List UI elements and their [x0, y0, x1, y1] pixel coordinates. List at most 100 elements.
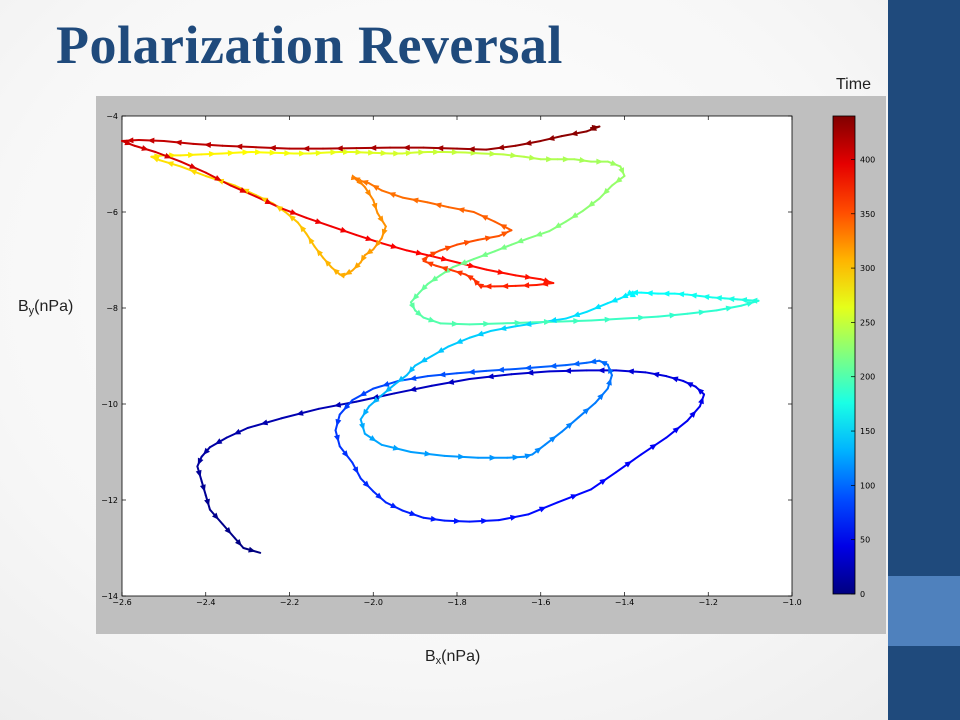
- trajectory-arrow: [610, 296, 618, 303]
- trajectory-arrow: [546, 156, 554, 163]
- trajectory-arrow: [204, 498, 210, 507]
- trajectory-arrow: [299, 224, 307, 233]
- trajectory-arrow: [570, 494, 578, 500]
- trajectory-arrow: [420, 356, 428, 363]
- colorbar-tick-label: 0: [860, 590, 865, 599]
- x-axis-label: Bx(nPa): [425, 648, 481, 667]
- x-tick-label: −1.2: [699, 598, 718, 607]
- trajectory-arrow: [486, 373, 494, 380]
- trajectory-arrow: [141, 145, 149, 151]
- trajectory-arrow: [554, 222, 562, 229]
- trajectory-arrow: [269, 149, 277, 156]
- trajectory-arrow: [499, 224, 508, 230]
- trajectory-arrow: [239, 187, 248, 193]
- trajectory-arrow: [264, 198, 273, 205]
- y-tick-label: −10: [101, 400, 118, 409]
- trajectory-arrow: [314, 218, 323, 224]
- colorbar-tick-label: 300: [860, 264, 875, 273]
- trajectory-arrow: [696, 387, 705, 395]
- trajectory-arrow: [199, 484, 206, 492]
- trajectory-arrow: [725, 305, 734, 312]
- trajectory-arrow: [316, 248, 324, 257]
- trajectory-arrow: [361, 179, 369, 186]
- trajectory-arrow: [430, 275, 439, 282]
- trajectory-arrow: [189, 169, 198, 176]
- trajectory-arrow: [579, 157, 587, 163]
- trajectory-arrow: [409, 375, 417, 382]
- trajectory-arrow: [371, 202, 378, 211]
- trajectory-arrow: [626, 368, 634, 375]
- trajectory-arrow: [599, 361, 608, 367]
- trajectory-arrow: [375, 492, 383, 500]
- trajectory-arrow: [670, 376, 679, 383]
- trajectory-arrow: [651, 371, 660, 378]
- trajectory-arrow: [260, 197, 269, 204]
- trajectory-arrow: [324, 259, 332, 267]
- trajectory-arrow: [618, 167, 625, 175]
- trajectory-arrow: [672, 426, 680, 434]
- plot-area: [121, 115, 793, 597]
- trajectory-arrow: [164, 152, 172, 159]
- trajectory-arrow: [124, 139, 133, 146]
- trajectory-arrow: [408, 366, 416, 374]
- trajectory-arrow: [549, 362, 557, 369]
- trajectory-arrow: [497, 144, 505, 151]
- colorbar-tick-label: 250: [860, 318, 875, 327]
- trajectory-arrow: [480, 251, 489, 257]
- trajectory-arrow: [524, 320, 532, 327]
- trajectory-arrow: [365, 235, 373, 242]
- trajectory-arrow: [187, 152, 196, 159]
- trajectory-arrow: [174, 139, 182, 146]
- trajectory-arrow: [421, 255, 429, 263]
- colorbar-tick-label: 400: [860, 155, 875, 164]
- trajectory-arrow: [563, 367, 572, 374]
- trajectory-arrow: [496, 366, 505, 373]
- trajectory-arrow: [689, 292, 697, 299]
- trajectory-arrow: [409, 510, 417, 517]
- trajectory-arrow: [591, 124, 600, 131]
- trajectory-arrow: [463, 239, 472, 246]
- y-tick-label: −4: [106, 112, 118, 121]
- trajectory-arrow: [333, 401, 342, 408]
- trajectory-arrow: [570, 130, 578, 137]
- trajectory-arrow: [390, 243, 399, 249]
- trajectory-arrow: [364, 189, 372, 197]
- trajectory-arrow: [476, 283, 485, 290]
- trajectory-arrow: [446, 378, 455, 385]
- trajectory-arrow: [242, 149, 250, 156]
- trajectory-arrow: [260, 419, 269, 426]
- trajectory-arrow: [405, 150, 413, 157]
- y-tick-label: −12: [101, 496, 118, 505]
- trajectory-arrow: [572, 311, 581, 318]
- trajectory-arrow: [418, 149, 426, 156]
- trajectory-arrow: [689, 410, 697, 418]
- x-tick-label: −2.0: [364, 598, 383, 607]
- trajectory-arrow: [522, 282, 530, 289]
- trajectory-arrow: [211, 512, 219, 520]
- trajectory-arrow: [214, 175, 222, 181]
- trajectory-arrow: [499, 244, 507, 250]
- trajectory-arrow: [467, 146, 475, 153]
- trajectory-arrow: [543, 277, 551, 284]
- trajectory-arrow: [426, 261, 434, 268]
- trajectory-arrow: [457, 207, 465, 214]
- trajectory-arrow: [645, 290, 653, 297]
- trajectory-arrow: [371, 184, 380, 191]
- trajectory-arrow: [499, 325, 507, 332]
- x-tick-label: −2.6: [112, 598, 131, 607]
- trajectory-arrow: [408, 302, 415, 310]
- trajectory-arrow: [489, 150, 497, 157]
- trajectory-arrow: [392, 444, 401, 451]
- trajectory-arrow: [468, 262, 476, 269]
- colorbar-tick-label: 200: [860, 373, 875, 382]
- trajectory-arrow: [299, 150, 307, 157]
- trajectory-arrow: [433, 149, 441, 155]
- trajectory-arrow: [480, 215, 489, 221]
- trajectory-arrow: [638, 314, 646, 321]
- trajectory-arrow: [302, 145, 310, 152]
- trajectory-arrow: [597, 392, 605, 401]
- trajectory-arrow: [411, 197, 419, 204]
- trajectory-arrow: [570, 212, 579, 219]
- trajectory-arrow: [573, 318, 581, 325]
- trajectory-arrow: [365, 248, 374, 255]
